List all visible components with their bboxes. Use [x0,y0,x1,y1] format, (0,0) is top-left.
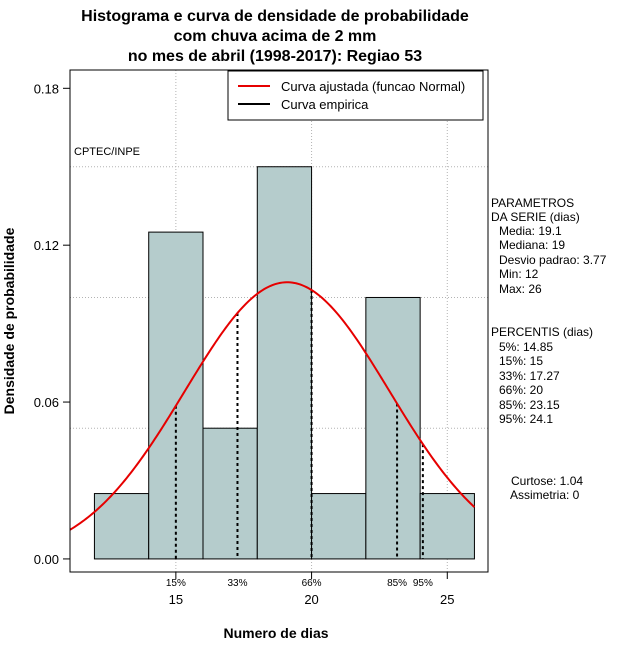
y-axis: 0.00 0.06 0.12 0.18 [34,81,70,567]
y-tick-label: 0.12 [34,238,59,253]
percentis-15: 15%: 15 [499,354,543,368]
percentile-label: 33% [227,578,247,589]
legend-label-fitted: Curva ajustada (funcao Normal) [281,79,465,94]
chart-title-line-2: com chuva acima de 2 mm [174,28,377,45]
parametros-heading-1: PARAMETROS [491,196,574,210]
source-label: CPTEC/INPE [74,146,140,158]
parametros-max: Max: 26 [499,282,542,296]
parametros-media: Media: 19.1 [499,224,562,238]
percentis-5: 5%: 14.85 [499,340,553,354]
x-axis: 15 20 25 [169,571,455,607]
curtose: Curtose: 1.04 [511,474,583,488]
percentile-label: 15% [166,578,186,589]
histogram-bar [256,166,313,560]
percentile-lines: 15% 33% 66% 85% 95% [166,290,433,589]
legend: Curva ajustada (funcao Normal) Curva emp… [227,70,484,121]
percentile-label: 85% [387,578,407,589]
shape-panel: Curtose: 1.04 Assimetria: 0 [510,474,583,502]
percentis-panel: PERCENTIS (dias) 5%: 14.85 15%: 15 33%: … [491,325,593,426]
y-tick-label: 0.00 [34,552,59,567]
parametros-panel: PARAMETROS DA SERIE (dias) Media: 19.1 M… [491,196,607,296]
parametros-min: Min: 12 [499,267,539,281]
histogram-bars [93,166,475,560]
normal-curve-layer [69,281,476,531]
y-axis-title: Densidade de probabilidade [1,227,17,414]
parametros-heading-2: DA SERIE (dias) [491,210,580,224]
histogram-bar [419,493,475,560]
legend-label-empirical: Curva empirica [281,97,369,112]
x-tick-label: 20 [304,592,318,607]
histogram-bar [202,427,258,560]
histogram-bar [311,493,367,560]
percentis-heading: PERCENTIS (dias) [491,325,593,339]
percentis-95: 95%: 24.1 [499,412,553,426]
x-tick-label: 25 [440,592,454,607]
parametros-desvio: Desvio padrao: 3.77 [499,253,607,267]
legend-box [227,70,484,121]
histogram-bar [365,296,421,560]
percentile-label: 95% [413,578,433,589]
percentis-85: 85%: 23.15 [499,398,560,412]
parametros-mediana: Mediana: 19 [499,238,565,252]
x-tick-label: 15 [169,592,183,607]
y-tick-label: 0.06 [34,395,59,410]
assimetria: Assimetria: 0 [510,488,580,502]
percentis-66: 66%: 20 [499,383,543,397]
percentile-label: 66% [302,578,322,589]
chart-title-line-1: Histograma e curva de densidade de proba… [81,8,469,25]
percentis-33: 33%: 17.27 [499,369,560,383]
x-axis-title: Numero de dias [223,625,328,641]
y-tick-label: 0.18 [34,81,59,96]
chart-title-line-3: no mes de abril (1998-2017): Regiao 53 [128,48,422,65]
normal-curve [69,281,476,531]
